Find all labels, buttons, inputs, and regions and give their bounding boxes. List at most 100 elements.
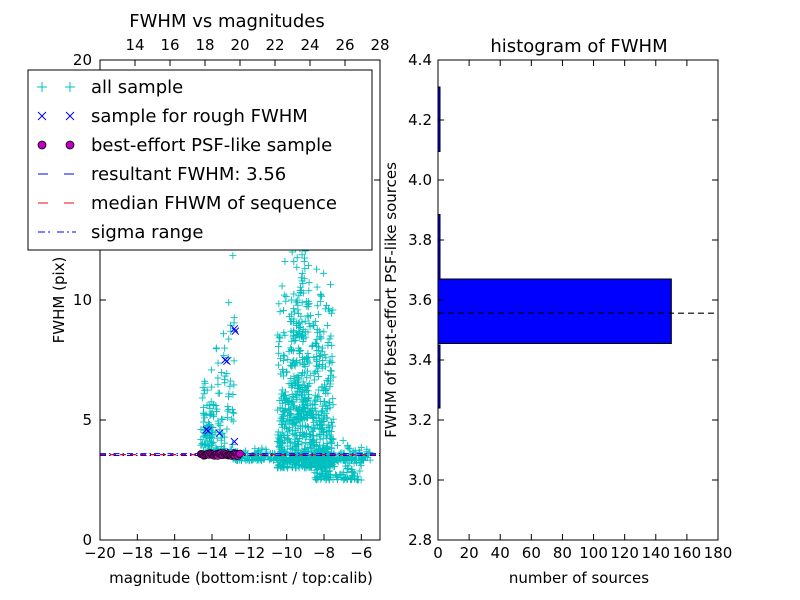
- all-sample-point: [214, 374, 222, 382]
- x-tick-label: −10: [271, 544, 303, 562]
- all-sample-point: [299, 387, 307, 395]
- all-sample-point: [276, 308, 284, 316]
- all-sample-point: [278, 404, 286, 412]
- y-tick-label: 20: [73, 51, 92, 69]
- all-sample-point: [300, 381, 308, 389]
- all-sample-point: [293, 296, 301, 304]
- top-x-tick-label: 28: [370, 36, 389, 54]
- all-sample-point: [303, 297, 311, 305]
- all-sample-point: [290, 419, 298, 427]
- all-sample-point: [278, 282, 286, 290]
- top-x-tick-label: 22: [265, 36, 284, 54]
- all-sample-point: [323, 467, 331, 475]
- legend-label: all sample: [91, 77, 183, 98]
- all-sample-point: [343, 475, 351, 483]
- all-sample-point: [326, 335, 334, 343]
- all-sample-point: [223, 413, 231, 421]
- y-tick-label: 5: [82, 411, 92, 429]
- all-sample-point: [219, 330, 227, 338]
- all-sample-point: [296, 428, 304, 436]
- all-sample-point: [280, 352, 288, 360]
- x-tick-label: 140: [641, 544, 670, 562]
- all-sample-point: [313, 358, 321, 366]
- all-sample-point: [318, 402, 326, 410]
- all-sample-point: [201, 441, 209, 449]
- all-sample-point: [290, 290, 298, 298]
- all-sample-point: [320, 328, 328, 336]
- all-sample-point: [309, 412, 317, 420]
- all-sample-point: [280, 329, 288, 337]
- all-sample-point: [304, 396, 312, 404]
- all-sample-point: [242, 447, 250, 455]
- all-sample-point: [328, 422, 336, 430]
- all-sample-point: [311, 397, 319, 405]
- all-sample-point: [279, 366, 287, 374]
- all-sample-point: [305, 359, 313, 367]
- all-sample-point: [315, 392, 323, 400]
- histogram-panel: 0 20 40 60 80 100 120 140 160 180 2.8 3.0 3.2 3.4 3.6 3…: [382, 36, 732, 587]
- all-sample-point: [316, 352, 324, 360]
- all-sample-point: [311, 391, 319, 399]
- all-sample-point: [321, 305, 329, 313]
- all-sample-point: [327, 332, 335, 340]
- rough-sample-point: [230, 324, 239, 333]
- all-sample-point: [328, 352, 336, 360]
- all-sample-point: [321, 398, 329, 406]
- all-sample-point: [281, 433, 289, 441]
- all-sample-point: [291, 455, 299, 463]
- all-sample-point: [312, 461, 320, 469]
- all-sample-point: [322, 475, 330, 483]
- all-sample-point: [283, 418, 291, 426]
- all-sample-point: [290, 456, 298, 464]
- top-x-tick-label: 20: [230, 36, 249, 54]
- all-sample-point: [309, 321, 317, 329]
- all-sample-point: [312, 362, 320, 370]
- y-tick-label: 4.0: [408, 171, 432, 189]
- all-sample-point: [305, 287, 313, 295]
- all-sample-point: [292, 393, 300, 401]
- all-sample-point: [280, 291, 288, 299]
- all-sample-point: [312, 340, 320, 348]
- all-sample-point: [216, 389, 224, 397]
- all-sample-point: [292, 298, 300, 306]
- all-sample-point: [292, 461, 300, 469]
- all-sample-point: [324, 454, 332, 462]
- all-sample-point: [298, 369, 306, 377]
- histogram-x-axis-label: number of sources: [509, 569, 649, 587]
- all-sample-point: [298, 462, 306, 470]
- all-sample-point: [200, 418, 208, 426]
- all-sample-point: [317, 456, 325, 464]
- psf-sample-point: [236, 449, 244, 458]
- all-sample-point: [289, 305, 297, 313]
- all-sample-point: [223, 425, 231, 433]
- histogram-bar: [437, 278, 672, 344]
- all-sample-point: [294, 371, 302, 379]
- all-sample-point: [319, 435, 327, 443]
- all-sample-point: [295, 318, 303, 326]
- all-sample-point: [300, 455, 308, 463]
- all-sample-point: [301, 445, 309, 453]
- all-sample-point: [320, 269, 328, 277]
- all-sample-point: [279, 456, 287, 464]
- all-sample-point: [300, 274, 308, 282]
- all-sample-point: [204, 441, 212, 449]
- all-sample-point: [317, 470, 325, 478]
- all-sample-point: [317, 424, 325, 432]
- all-sample-point: [336, 449, 344, 457]
- x-tick-label: −14: [196, 544, 228, 562]
- all-sample-point: [301, 328, 309, 336]
- all-sample-point: [205, 419, 213, 427]
- all-sample-point: [298, 356, 306, 364]
- all-sample-point: [345, 445, 353, 453]
- all-sample-point: [343, 469, 351, 477]
- all-sample-point: [197, 435, 205, 443]
- all-sample-point: [280, 408, 288, 416]
- all-sample-point: [296, 412, 304, 420]
- all-sample-point: [280, 306, 288, 314]
- all-sample-point: [330, 463, 338, 471]
- all-sample-point: [287, 296, 295, 304]
- all-sample-point: [212, 345, 220, 353]
- all-sample-point: [328, 418, 336, 426]
- x-tick-label: 80: [553, 544, 572, 562]
- all-sample-point: [299, 338, 307, 346]
